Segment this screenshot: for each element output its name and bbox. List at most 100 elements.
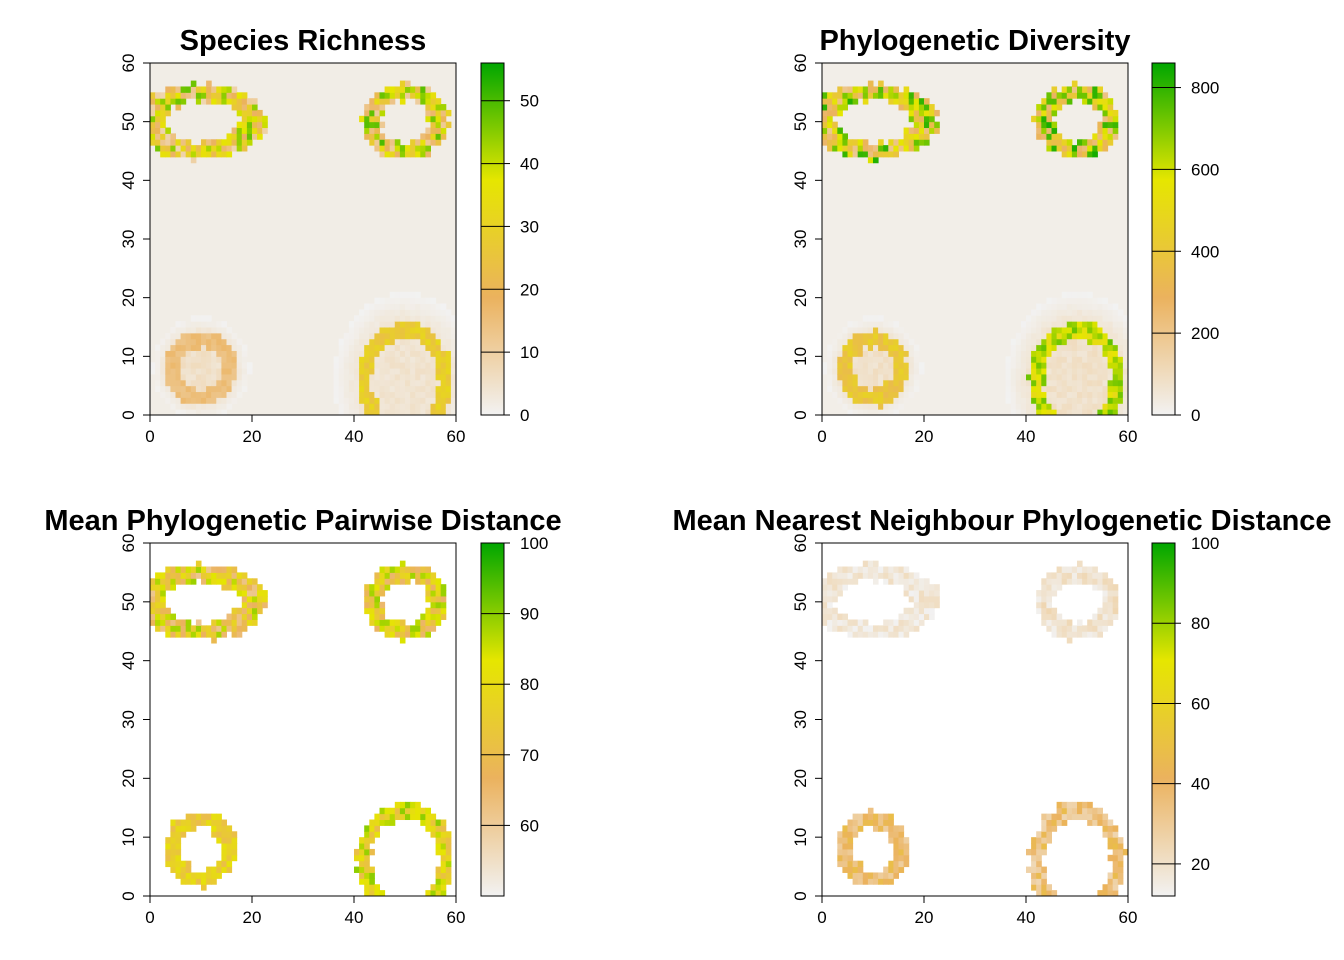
raster-cell bbox=[410, 332, 416, 340]
raster-cell bbox=[1122, 409, 1128, 415]
raster-cell bbox=[1061, 344, 1068, 351]
raster-cell bbox=[1051, 104, 1058, 111]
raster-cell bbox=[343, 391, 350, 398]
raster-cell bbox=[1036, 848, 1042, 856]
raster-cell bbox=[369, 309, 375, 316]
raster-cell bbox=[857, 631, 864, 638]
raster-cell bbox=[1107, 578, 1114, 585]
raster-cell bbox=[216, 145, 222, 152]
raster-cell bbox=[878, 397, 884, 404]
raster-cell bbox=[420, 321, 426, 328]
raster-cell bbox=[1036, 595, 1042, 603]
raster-cell bbox=[822, 613, 828, 620]
raster-cell bbox=[837, 133, 843, 140]
raster-cell bbox=[338, 403, 345, 410]
raster-cell bbox=[405, 309, 411, 316]
raster-cell bbox=[246, 601, 253, 609]
raster-cell bbox=[415, 356, 421, 363]
raster-cell bbox=[206, 145, 212, 152]
raster-cell bbox=[1117, 872, 1124, 879]
raster-cell bbox=[175, 344, 182, 351]
raster-cell bbox=[1077, 403, 1083, 410]
raster-cell bbox=[379, 92, 386, 99]
raster-cell bbox=[1051, 819, 1058, 826]
raster-cell bbox=[898, 145, 905, 152]
raster-cell bbox=[837, 109, 843, 117]
raster-cell bbox=[226, 831, 233, 838]
raster-cell bbox=[415, 344, 421, 351]
raster-cell bbox=[195, 403, 202, 410]
raster-cell bbox=[883, 145, 889, 152]
raster-cell bbox=[440, 109, 447, 117]
raster-cell bbox=[160, 104, 166, 111]
raster-cell bbox=[241, 104, 248, 111]
x-tick-label: 0 bbox=[145, 908, 154, 927]
raster-cell bbox=[185, 397, 192, 404]
raster-cell bbox=[1097, 890, 1103, 896]
raster-cell bbox=[415, 350, 421, 357]
raster-cell bbox=[913, 139, 920, 146]
raster-cell bbox=[379, 98, 386, 105]
raster-cell bbox=[440, 837, 447, 844]
raster-cell bbox=[867, 385, 874, 393]
raster-cell bbox=[155, 584, 161, 591]
raster-cell bbox=[231, 625, 238, 632]
raster-cell bbox=[832, 590, 838, 597]
raster-cell bbox=[241, 595, 248, 603]
raster-cell bbox=[883, 619, 889, 626]
raster-cell bbox=[1092, 327, 1098, 334]
raster-cell bbox=[257, 121, 263, 129]
raster-cell bbox=[435, 379, 442, 387]
raster-cell bbox=[165, 356, 171, 363]
raster-cell bbox=[827, 133, 833, 140]
raster-cell bbox=[420, 403, 426, 410]
raster-cell bbox=[440, 356, 447, 363]
raster-cell bbox=[430, 133, 437, 140]
raster-cell bbox=[1031, 854, 1037, 862]
raster-cell bbox=[364, 368, 370, 375]
raster-cell bbox=[216, 409, 222, 415]
raster-cell bbox=[1097, 613, 1103, 620]
raster-cell bbox=[231, 86, 238, 93]
raster-cell bbox=[1071, 321, 1078, 328]
raster-cell bbox=[1107, 309, 1114, 316]
raster-cell bbox=[1087, 297, 1093, 305]
raster-cell bbox=[913, 590, 920, 597]
raster-cell bbox=[389, 315, 396, 322]
raster-cell bbox=[170, 327, 176, 334]
raster-cell bbox=[1041, 843, 1047, 850]
raster-cell bbox=[1117, 848, 1124, 856]
raster-cell bbox=[399, 303, 406, 310]
raster-cell bbox=[893, 631, 899, 638]
raster-cell bbox=[873, 631, 879, 638]
raster-cell bbox=[847, 631, 854, 638]
raster-cell bbox=[1112, 362, 1119, 369]
raster-cell bbox=[1112, 878, 1119, 885]
raster-cell bbox=[389, 566, 396, 573]
raster-cell bbox=[913, 625, 920, 632]
raster-cell bbox=[221, 98, 227, 105]
raster-cell bbox=[359, 373, 365, 381]
raster-cell bbox=[1051, 98, 1058, 105]
y-tick-label: 40 bbox=[791, 651, 810, 670]
raster-cell bbox=[1051, 409, 1058, 415]
raster-cell bbox=[1087, 403, 1093, 410]
raster-cell bbox=[180, 368, 187, 375]
raster-cell bbox=[180, 385, 187, 393]
raster-cell bbox=[1036, 878, 1042, 885]
raster-cell bbox=[1122, 315, 1128, 322]
raster-cell bbox=[1082, 625, 1088, 632]
raster-cell bbox=[180, 872, 187, 879]
raster-cell bbox=[246, 127, 253, 134]
raster-cell bbox=[252, 613, 258, 620]
raster-cell bbox=[913, 373, 920, 381]
raster-cell bbox=[1041, 379, 1047, 387]
raster-cell bbox=[913, 613, 920, 620]
raster-cell bbox=[862, 813, 869, 821]
raster-cell bbox=[862, 397, 869, 404]
raster-cell bbox=[1061, 397, 1068, 404]
raster-cell bbox=[878, 356, 884, 363]
raster-cell bbox=[384, 344, 391, 351]
raster-cell bbox=[1077, 813, 1083, 821]
raster-cell bbox=[389, 813, 396, 821]
